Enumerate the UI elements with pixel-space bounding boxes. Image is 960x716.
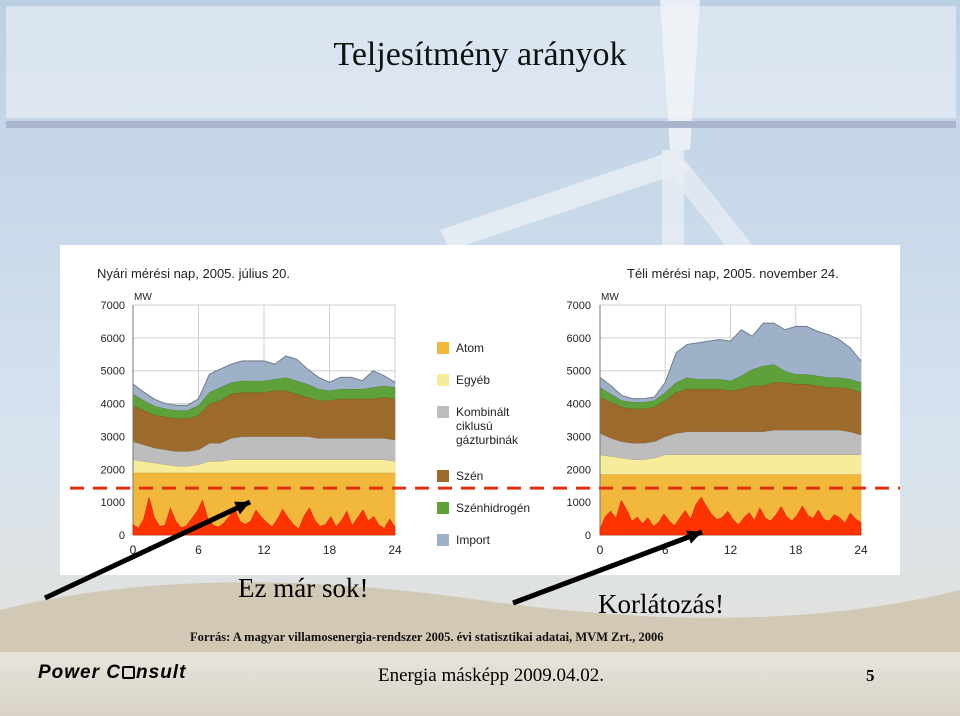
legend-swatch (437, 502, 449, 514)
y-tick-label: 4000 (567, 399, 591, 411)
y-axis-unit-label: MW (134, 292, 152, 303)
x-tick-label: 6 (662, 543, 669, 557)
y-axis-unit-label: MW (601, 292, 619, 303)
y-tick-label: 7000 (101, 300, 125, 312)
logo-text-part1: Power C (38, 662, 122, 683)
y-tick-label: 0 (119, 530, 125, 542)
legend-swatch (437, 470, 449, 482)
y-tick-label: 5000 (101, 366, 125, 378)
area-import (599, 322, 862, 403)
footer-text: Energia másképp 2009.04.02. (378, 665, 605, 686)
arrow-head (234, 501, 250, 515)
note-too-much: Ez már sok! (238, 573, 369, 603)
legend-label: Szén (456, 469, 483, 483)
arrow-head (686, 530, 702, 544)
x-tick-label: 24 (854, 543, 868, 557)
slide-title: Teljesítmény arányok (333, 36, 627, 73)
arrow-shaft (512, 529, 703, 606)
y-tick-label: 0 (585, 530, 591, 542)
footer-bar (0, 652, 960, 716)
x-tick-label: 0 (130, 543, 137, 557)
area-edge (132, 355, 396, 406)
y-tick-label: 7000 (567, 300, 591, 312)
legend-swatch (437, 342, 449, 354)
legend-swatch (437, 534, 449, 546)
chart-title: Téli mérési nap, 2005. november 24. (627, 266, 839, 281)
title-divider (6, 121, 956, 128)
y-tick-label: 6000 (567, 333, 591, 345)
chart-winter: 0 1000 2000 3000 4000 5000 6000 7000 0 6 12 18 24 Tél… (567, 266, 868, 557)
legend-label: gázturbinák (456, 433, 519, 447)
wind-fluctuation-area (599, 496, 862, 536)
legend-swatch (437, 406, 449, 418)
arrow-shaft (43, 499, 252, 601)
y-tick-label: 1000 (101, 497, 125, 509)
x-tick-label: 0 (597, 543, 604, 557)
legend-label: Import (456, 533, 491, 547)
y-tick-label: 5000 (567, 366, 591, 378)
legend-label: Atom (456, 341, 484, 355)
y-tick-label: 6000 (101, 333, 125, 345)
chart-title: Nyári mérési nap, 2005. július 20. (97, 266, 290, 281)
logo-o-box (122, 666, 136, 680)
legend-label: Egyéb (456, 373, 490, 387)
x-tick-label: 12 (724, 543, 738, 557)
page-number: 5 (866, 666, 875, 685)
y-tick-label: 1000 (567, 497, 591, 509)
source-citation: Forrás: A magyar villamosenergia-rendsze… (190, 630, 664, 644)
legend-label: Szénhidrogén (456, 501, 530, 515)
y-tick-label: 2000 (101, 464, 125, 476)
logo-text-part2: nsult (136, 662, 187, 683)
legend-label: ciklusú (456, 419, 493, 433)
x-tick-label: 18 (323, 543, 337, 557)
legend-swatch (437, 374, 449, 386)
x-tick-label: 24 (388, 543, 402, 557)
area-import (132, 355, 396, 411)
arrow-left (43, 499, 252, 601)
x-tick-label: 18 (789, 543, 803, 557)
arrow-right (512, 529, 703, 606)
chart-summer: 0 1000 2000 3000 4000 5000 6000 7000 0 6 12 18 24 Nyá… (97, 266, 402, 557)
note-curtailment: Korlátozás! (598, 589, 724, 619)
area-edge (599, 322, 862, 400)
x-tick-label: 12 (257, 543, 271, 557)
y-tick-label: 3000 (101, 431, 125, 443)
x-tick-label: 6 (195, 543, 202, 557)
power-consult-logo: Power C nsult (38, 662, 186, 684)
legend-label: Kombinált (456, 405, 510, 419)
y-tick-label: 3000 (567, 431, 591, 443)
y-tick-label: 4000 (101, 399, 125, 411)
y-tick-label: 2000 (567, 464, 591, 476)
